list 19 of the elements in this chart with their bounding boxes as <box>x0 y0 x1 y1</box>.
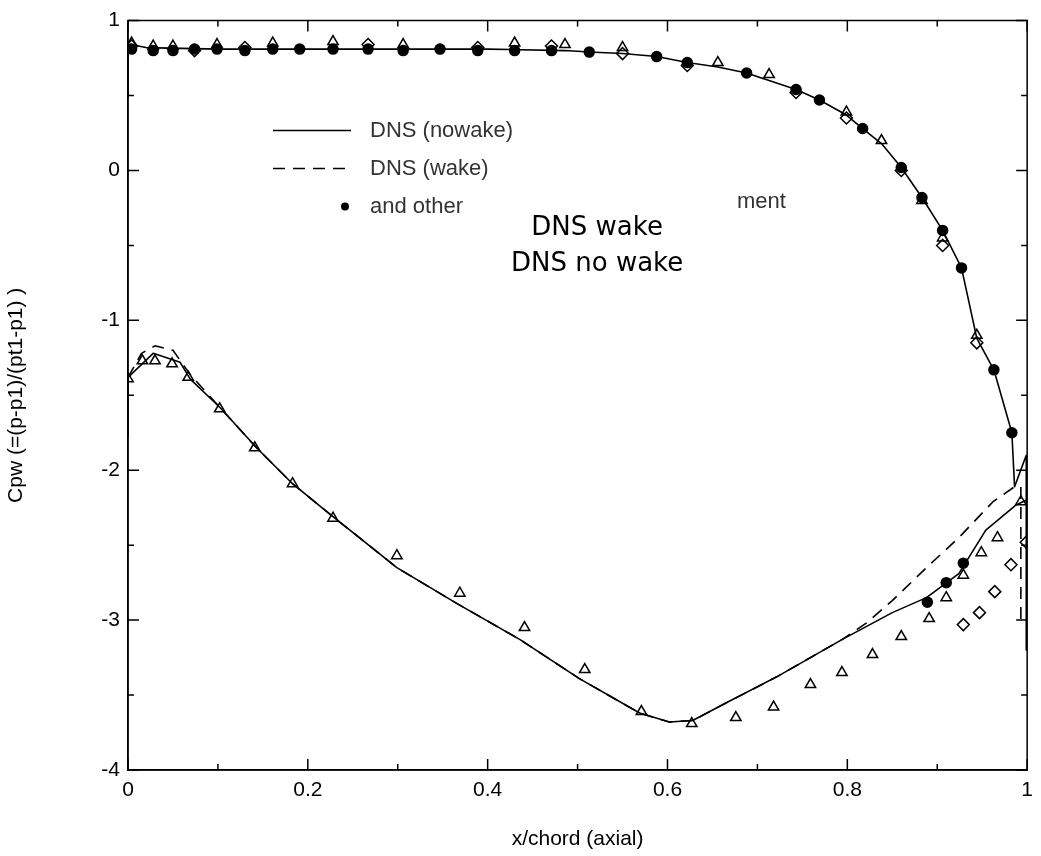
x-tick-label: 0.2 <box>293 777 323 801</box>
x-tick-label: 0.4 <box>473 777 503 801</box>
legend-label: DNS (wake) <box>370 154 489 180</box>
x-tick-label: 0.8 <box>832 777 862 801</box>
legend-label: and other <box>370 192 463 218</box>
annotation: DNS wake <box>530 210 664 243</box>
y-axis-title: Cpw (=(p-p1)/(pt1-p1) ) <box>3 287 27 503</box>
y-tick-label: 0 <box>108 157 120 181</box>
annotation: ment <box>737 188 786 214</box>
annotation: DNS no wake <box>511 246 684 279</box>
legend-label: DNS (nowake) <box>370 116 514 142</box>
y-tick-label: -4 <box>101 756 121 780</box>
x-tick-label: 0.6 <box>652 777 683 801</box>
y-tick-label: -3 <box>101 606 120 630</box>
x-axis-title: x/chord (axial) <box>511 826 644 850</box>
y-tick-label: -2 <box>101 457 120 481</box>
x-tick-label: 1 <box>1021 777 1033 801</box>
y-tick-label: 1 <box>108 7 120 31</box>
y-tick-label: -1 <box>101 307 120 331</box>
